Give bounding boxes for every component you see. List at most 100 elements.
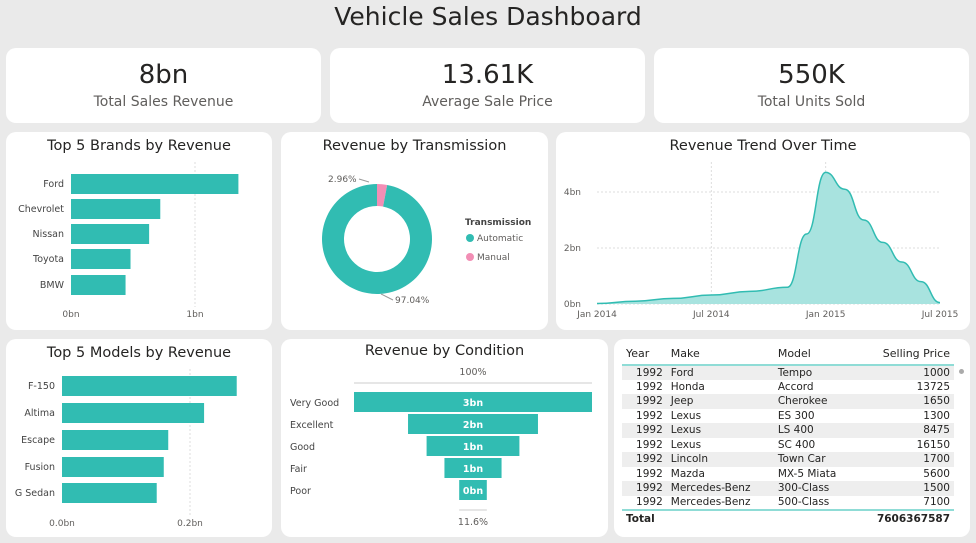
bar-g-sedan xyxy=(62,483,157,503)
category-label: Nissan xyxy=(33,229,65,240)
category-label: F-150 xyxy=(28,381,55,392)
data-label: 2.96% xyxy=(328,175,357,185)
revenue-trend-chart[interactable]: Revenue Trend Over Time 0bn 2bn 4bn Jan 2014… xyxy=(556,132,970,330)
table-row[interactable]: 1992 Ford Tempo 1000 xyxy=(622,365,954,380)
bar-nissan xyxy=(71,224,150,244)
chart-title: Top 5 Brands by Revenue xyxy=(47,138,231,154)
column-header[interactable]: Selling Price xyxy=(855,345,954,366)
table-row[interactable]: 1992 Lexus ES 300 1300 xyxy=(622,409,954,424)
category-label: Poor xyxy=(290,486,311,497)
table-cell: 1992 xyxy=(636,496,663,509)
table-row[interactable]: 1992 Honda Accord 13725 xyxy=(622,380,954,395)
x-tick-label: 0.2bn xyxy=(177,519,203,529)
funnel-bar xyxy=(354,392,592,412)
table-cell: 500-Class xyxy=(777,496,830,509)
table-cell: Lincoln xyxy=(666,452,774,467)
chart-title: Revenue Trend Over Time xyxy=(669,138,857,154)
table-cell: Lexus xyxy=(670,409,702,422)
table-row[interactable]: 1992 Jeep Cherokee 1650 xyxy=(622,394,954,409)
column-header[interactable]: Year xyxy=(622,345,667,366)
slice-automatic xyxy=(321,184,432,294)
column-header[interactable]: Make xyxy=(666,345,774,366)
table-cell: LS 400 xyxy=(773,423,856,438)
category-label: Excellent xyxy=(290,420,334,431)
table-cell: Honda xyxy=(670,380,705,393)
scrollbar[interactable] xyxy=(959,369,964,374)
table-cell: 1992 xyxy=(622,394,667,409)
table-cell: Mercedes-Benz xyxy=(670,496,751,509)
table-row[interactable]: 1992 Lexus LS 400 8475 xyxy=(622,423,954,438)
y-tick-label: 2bn xyxy=(564,244,581,254)
bar-ford xyxy=(71,174,239,194)
chart-canvas: 100% 3bn Very Good 2bn Excellent 1bn Good 1bn Fa… xyxy=(290,367,592,528)
table-cell: 16150 xyxy=(916,438,950,451)
kpi-value: 13.61K xyxy=(441,60,534,90)
chart-title: Top 5 Models by Revenue xyxy=(46,345,232,361)
top-models-chart[interactable]: Top 5 Models by Revenue 0.0bn 0.2bn F-150 Al… xyxy=(6,339,272,537)
y-tick-label: 0bn xyxy=(564,300,581,310)
table-cell: 5600 xyxy=(923,467,950,480)
table-cell: Lexus xyxy=(666,423,774,438)
slice-manual xyxy=(377,184,388,207)
total-value: 7606367587 xyxy=(855,509,954,527)
kpi-label: Total Sales Revenue xyxy=(93,94,234,110)
leader-line xyxy=(380,293,394,301)
total-label: Total xyxy=(622,509,667,527)
category-label: Toyota xyxy=(32,254,64,265)
chart-title: Revenue by Transmission xyxy=(322,138,507,154)
column-header[interactable]: Model xyxy=(773,345,856,366)
table-cell: Mercedes-Benz xyxy=(666,481,774,496)
table-cell: Ford xyxy=(666,365,774,380)
kpi-label: Total Units Sold xyxy=(757,94,866,110)
table-cell: 13725 xyxy=(916,380,950,393)
data-label: 3bn xyxy=(463,398,483,409)
category-label: Good xyxy=(290,442,315,453)
category-label: Altima xyxy=(24,408,55,419)
funnel-bar xyxy=(426,436,520,456)
x-tick-label: 0.0bn xyxy=(49,519,75,529)
table-cell: 1992 xyxy=(622,452,667,467)
table-row[interactable]: 1992 Mercedes-Benz 300-Class 1500 xyxy=(622,481,954,496)
table-row[interactable]: 1992 Lincoln Town Car 1700 xyxy=(622,452,954,467)
table-cell: ES 300 xyxy=(777,409,815,422)
table-cell: 1300 xyxy=(923,409,950,422)
table-row[interactable]: 1992 Lexus SC 400 16150 xyxy=(622,438,954,453)
condition-funnel-chart[interactable]: Revenue by Condition 100% 3bn Very Good 2bn E… xyxy=(281,339,608,537)
table-cell: 1500 xyxy=(855,481,954,496)
top-brands-chart[interactable]: Top 5 Brands by Revenue 0bn 1bn Ford Chevrol… xyxy=(6,132,272,330)
x-tick-label: Jan 2015 xyxy=(805,310,846,320)
data-label: 2bn xyxy=(463,420,483,431)
kpi-value: 8bn xyxy=(138,60,189,90)
bar-bmw xyxy=(71,275,126,295)
bar-fusion xyxy=(62,457,164,477)
category-label: Very Good xyxy=(290,398,339,409)
table-cell: Tempo xyxy=(773,365,856,380)
table-row[interactable]: 1992 Mazda MX-5 Miata 5600 xyxy=(622,467,954,482)
legend-label: Manual xyxy=(477,253,510,263)
table-cell: Cherokee xyxy=(773,394,856,409)
data-label: 1bn xyxy=(463,442,483,453)
sales-table[interactable]: Year Make Model Selling Price 1992 Ford Tempo 1… xyxy=(614,339,970,537)
transmission-donut-chart[interactable]: Revenue by Transmission 2.96% 97.04% Transm… xyxy=(281,132,548,330)
table-cell: 1000 xyxy=(855,365,954,380)
category-label: Fusion xyxy=(25,462,55,473)
x-tick-label: 0bn xyxy=(62,310,79,320)
table-cell: 1700 xyxy=(855,452,954,467)
table-cell: SC 400 xyxy=(777,438,816,451)
bar-toyota xyxy=(71,249,131,269)
legend-marker xyxy=(466,234,474,242)
table-cell: MX-5 Miata xyxy=(777,467,837,480)
table-cell: 7100 xyxy=(923,496,950,509)
bottom-percent-label: 11.6% xyxy=(458,517,488,528)
chart-canvas: 2.96% 97.04% Transmission Automatic Manual xyxy=(321,175,531,306)
kpi-label: Average Sale Price xyxy=(422,94,553,110)
data-label: 0bn xyxy=(463,486,483,497)
x-tick-label: Jul 2014 xyxy=(692,310,730,320)
category-label: BMW xyxy=(40,280,65,291)
top-percent-label: 100% xyxy=(459,367,486,378)
funnel-bar xyxy=(408,414,538,434)
category-label: Chevrolet xyxy=(18,204,64,215)
funnel-bar xyxy=(444,458,502,478)
data-label: 1bn xyxy=(463,464,483,475)
table-row[interactable]: 1992 Mercedes-Benz 500-Class 7100 xyxy=(622,496,954,511)
